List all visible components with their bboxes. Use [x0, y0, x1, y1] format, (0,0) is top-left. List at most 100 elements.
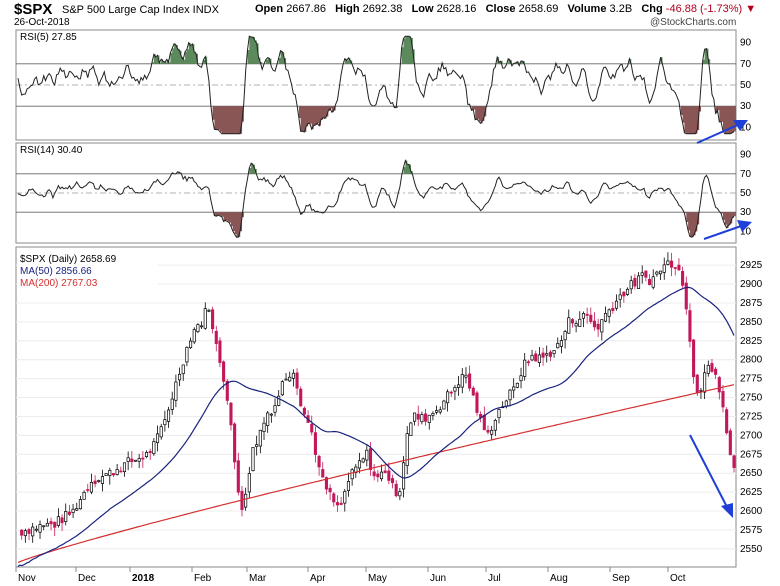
rsi5-oversold-fill [212, 106, 736, 134]
close-value: 2658.69 [518, 3, 559, 15]
candle [541, 347, 545, 366]
price-arrow [689, 434, 733, 518]
price-tick-label: 2800 [740, 355, 763, 366]
x-axis-label: Sep [612, 573, 630, 584]
x-axis-label: Apr [310, 573, 326, 584]
price-tick-label: 2700 [740, 430, 763, 441]
down-triangle-icon: ▼ [742, 3, 757, 15]
candle [71, 504, 75, 519]
candle [189, 337, 193, 350]
candle [89, 473, 93, 495]
x-axis-label: Mar [249, 573, 267, 584]
candle [581, 311, 586, 328]
candle [706, 360, 710, 377]
candle [446, 389, 450, 412]
candle [255, 435, 259, 456]
candle [633, 274, 637, 290]
candle [335, 495, 339, 512]
candle [108, 467, 112, 485]
candle [207, 308, 211, 313]
candle [703, 364, 707, 400]
candle [97, 479, 101, 483]
chg-label: Chg [641, 3, 663, 15]
candle [670, 252, 674, 277]
price-tick-label: 2650 [740, 468, 763, 479]
candle [376, 470, 380, 482]
candle [394, 480, 398, 498]
x-axis-label: Jul [488, 573, 501, 584]
candle [508, 389, 512, 407]
candle [42, 525, 46, 531]
price-tick-label: 2850 [740, 317, 763, 328]
price-tick-label: 2675 [740, 449, 763, 460]
candle [420, 411, 424, 425]
candle [115, 463, 119, 476]
price-tick-label: 2875 [740, 298, 763, 309]
x-axis-label: Feb [194, 573, 212, 584]
candle [688, 303, 692, 348]
candle [75, 502, 79, 511]
candle [457, 375, 461, 396]
candle [622, 291, 626, 303]
x-axis-label: Jun [430, 573, 446, 584]
candle [310, 415, 314, 436]
candle [196, 323, 200, 334]
candle [291, 369, 295, 387]
candle [596, 318, 600, 337]
candle [662, 257, 666, 280]
candle [567, 309, 571, 334]
candle [438, 406, 442, 415]
candle [203, 302, 207, 330]
candle [372, 464, 376, 481]
candle [82, 490, 86, 500]
candle [732, 454, 736, 473]
rsi14-tick-label: 30 [740, 207, 752, 218]
candle [464, 367, 468, 384]
candle [64, 503, 68, 526]
rsi5-arrow [696, 120, 748, 144]
candle [655, 270, 659, 277]
candle [192, 327, 196, 345]
candle [166, 406, 171, 428]
rsi5-tick-label: 30 [740, 101, 752, 112]
candle [383, 465, 387, 474]
candle [273, 398, 277, 417]
candle [592, 312, 597, 331]
candle [611, 302, 615, 314]
candle [148, 448, 152, 460]
candle [413, 412, 417, 426]
candle [321, 461, 325, 478]
candle [31, 522, 35, 543]
candle [548, 349, 552, 362]
candle [236, 452, 240, 496]
candle [49, 517, 53, 531]
candle [427, 414, 431, 430]
candle [247, 466, 251, 499]
candle [67, 504, 71, 517]
candle [178, 367, 182, 387]
candle [449, 390, 453, 397]
candle [589, 307, 593, 324]
candle [684, 276, 688, 315]
candle [23, 528, 27, 543]
candle [512, 378, 516, 399]
candle [537, 347, 541, 367]
candle [497, 408, 501, 424]
candle [339, 496, 343, 506]
price-tick-label: 2600 [740, 506, 763, 517]
candle [401, 456, 406, 498]
candle [453, 384, 457, 401]
chg-value: -46.88 (-1.73%) [665, 3, 743, 15]
candle [229, 401, 233, 431]
candle [211, 306, 215, 334]
price-panel [15, 246, 737, 568]
candle [600, 319, 604, 341]
candle [556, 337, 560, 349]
candle [603, 306, 608, 323]
candle [233, 422, 237, 470]
candle [442, 399, 446, 410]
rsi5-tick-label: 70 [740, 59, 752, 70]
high-value: 2692.38 [362, 3, 403, 15]
symbol: $SPX [14, 1, 53, 18]
